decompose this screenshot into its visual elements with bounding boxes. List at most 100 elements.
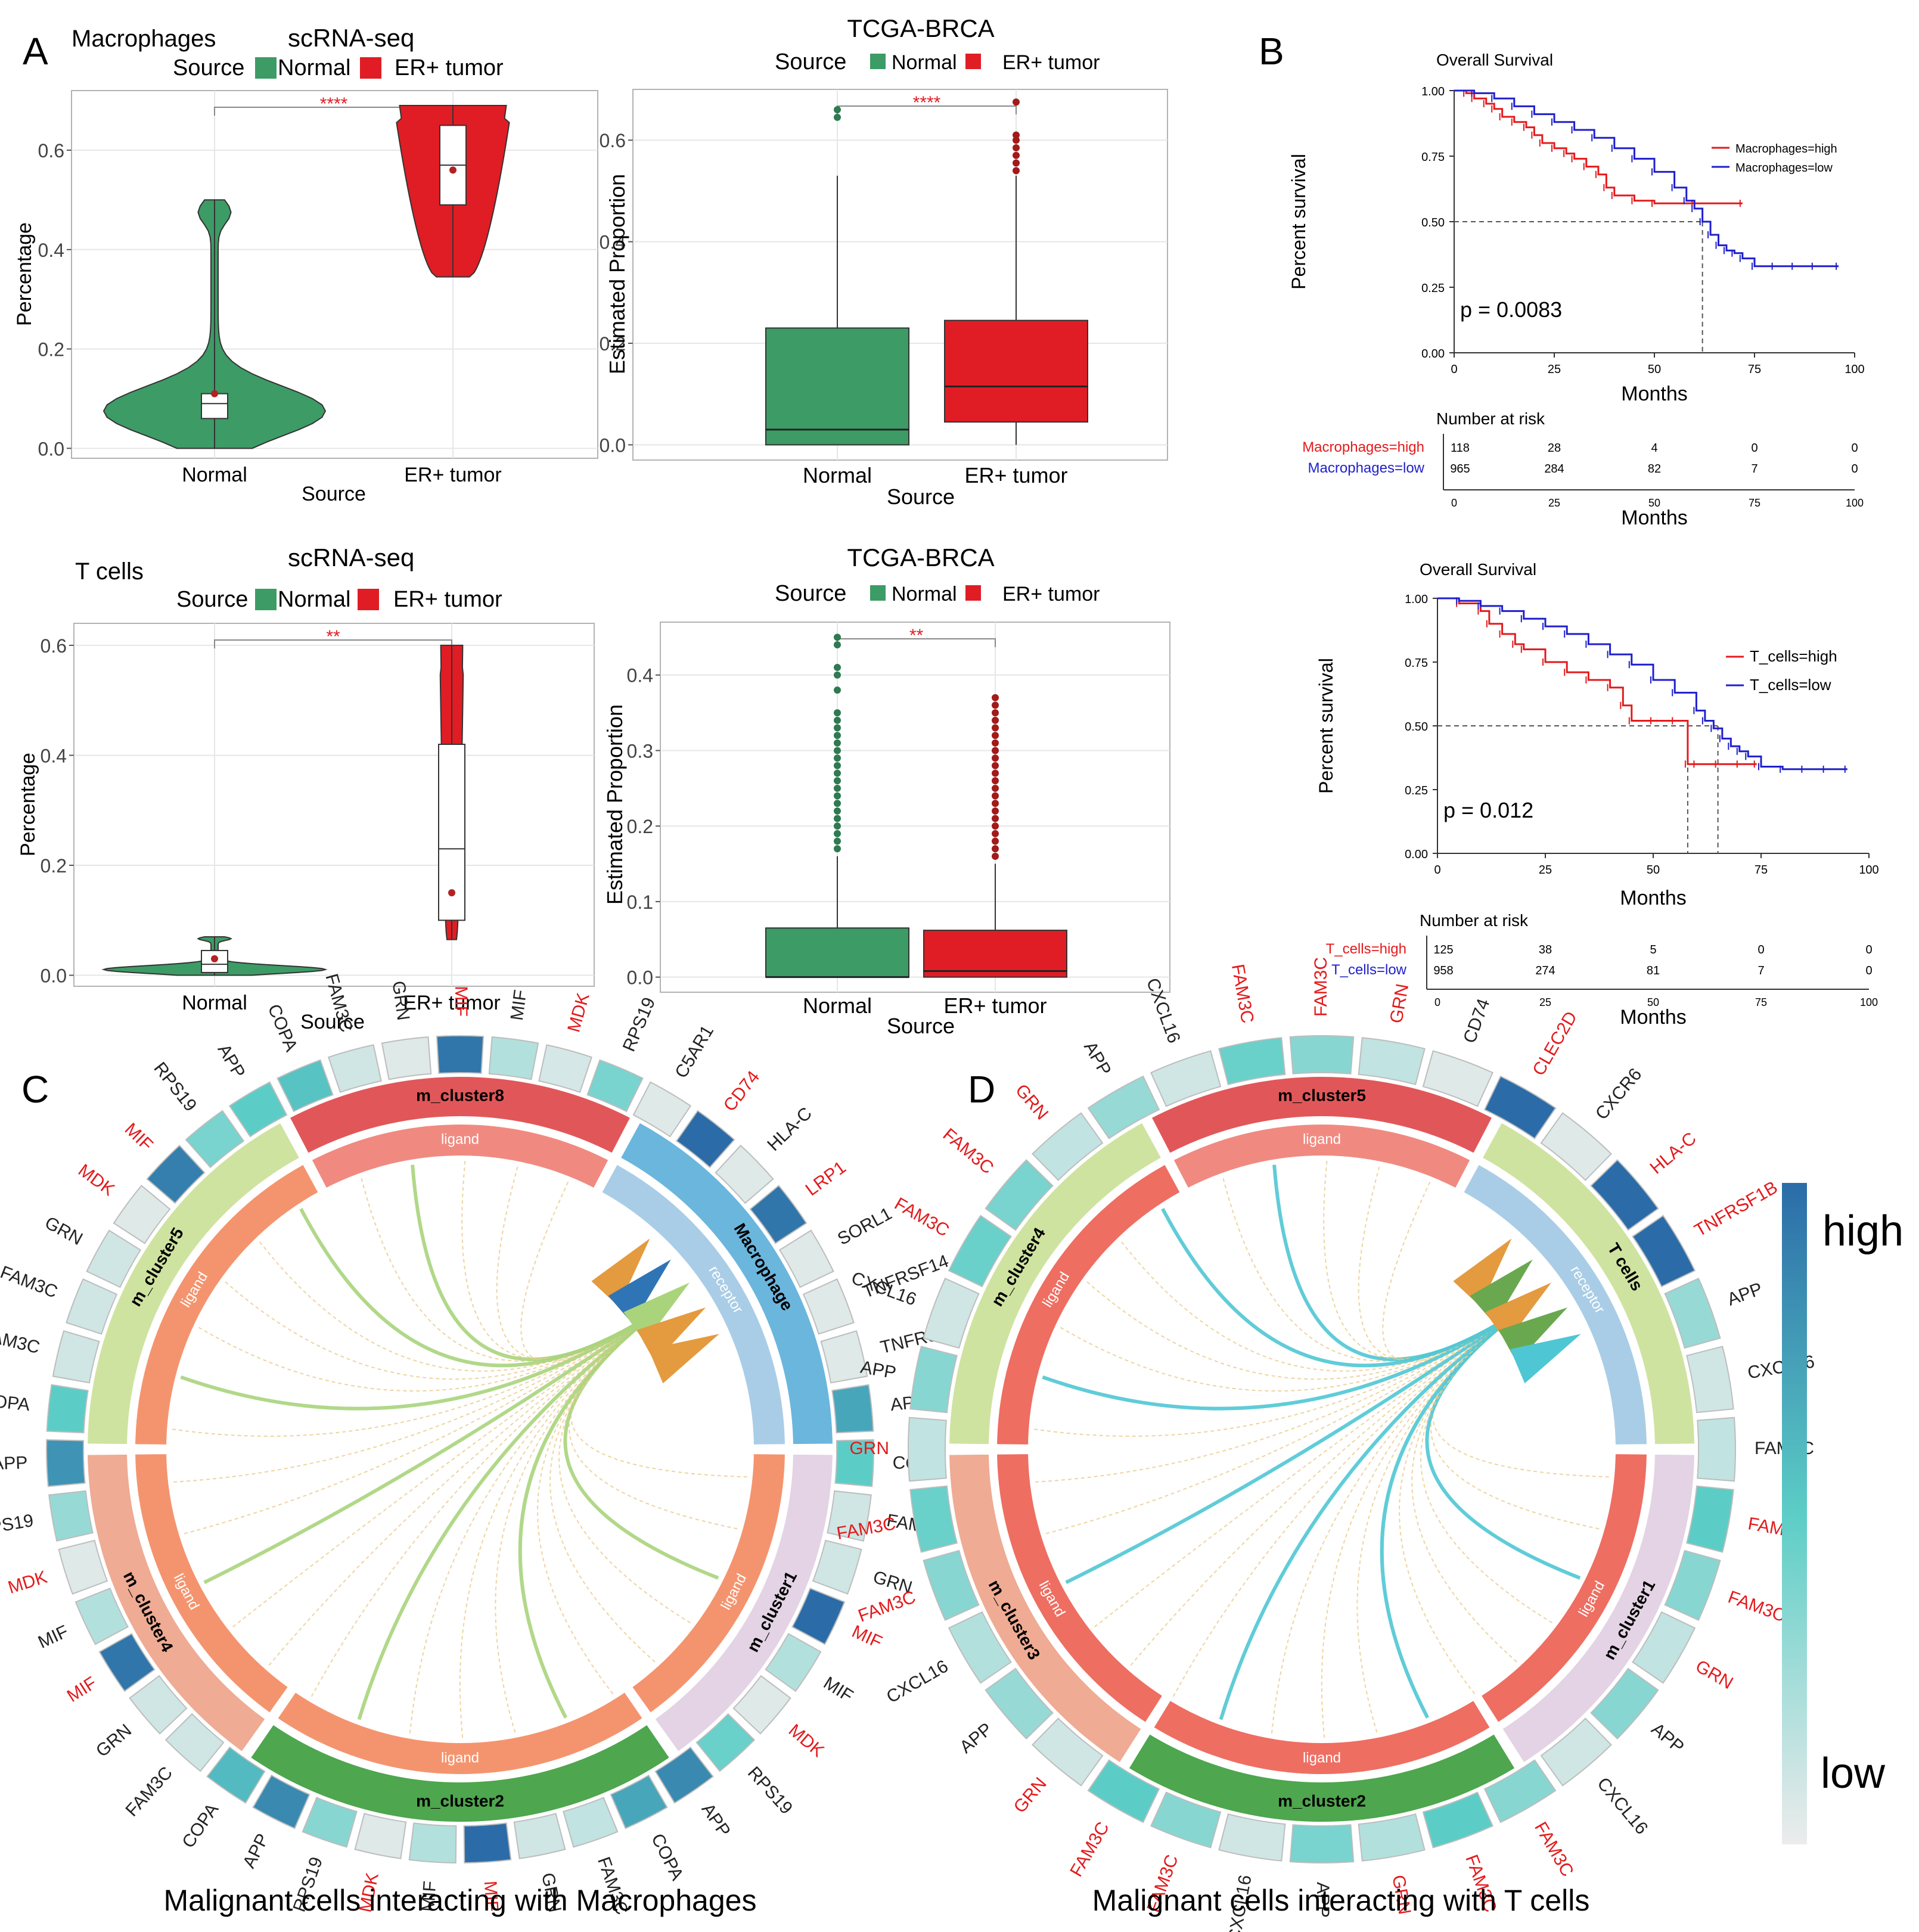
- tc-sc-plot-bg: [73, 623, 595, 987]
- box-outlier: [834, 633, 841, 641]
- link-arrowhead: [623, 1282, 690, 1343]
- box-outlier: [992, 769, 999, 777]
- gene-cell: [778, 1229, 834, 1288]
- km-x-tick-label: 25: [1539, 864, 1552, 877]
- color-scale-high: high: [1822, 1207, 1904, 1255]
- risk-x-tick-label: 0: [1434, 996, 1440, 1008]
- km-title: Overall Survival: [1420, 560, 1536, 579]
- gene-cell: [985, 1667, 1054, 1740]
- box-outlier: [834, 664, 841, 672]
- gene-label: FAM3C: [0, 1262, 60, 1302]
- gene-cell: [1087, 1759, 1160, 1824]
- mac-tcga-ylabel: Estimated Proportion: [605, 174, 629, 374]
- box-outlier: [992, 784, 999, 792]
- gene-cell: [1289, 1824, 1355, 1863]
- box-outlier: [834, 822, 841, 830]
- box-outlier: [992, 739, 999, 747]
- box-outlier: [992, 724, 999, 732]
- tc-tcga-plot-bg: [660, 622, 1170, 993]
- km-pvalue: p = 0.012: [1443, 798, 1533, 822]
- box-outlier: [992, 701, 999, 709]
- link-arrowhead: [1470, 1259, 1533, 1324]
- box-outlier: [834, 113, 841, 121]
- gene-cell: [715, 1144, 774, 1204]
- link: [184, 1299, 675, 1535]
- gene-cell: [327, 1044, 382, 1094]
- sector-m_cluster5: [1147, 1073, 1497, 1158]
- box-outlier: [834, 777, 841, 785]
- risk-value: 274: [1535, 964, 1555, 977]
- risk-value: 965: [1450, 462, 1470, 476]
- sector-inner-m_cluster1: [1476, 1450, 1651, 1727]
- link-arrowhead: [591, 1238, 650, 1307]
- gene-label: FAM3C: [891, 1194, 952, 1241]
- sector-inner-label: ligand: [441, 1131, 479, 1147]
- gene-cell: [1590, 1159, 1659, 1231]
- sector-inner-m_cluster4: [131, 1450, 293, 1717]
- risk-value: 4: [1651, 442, 1657, 455]
- sector-m_cluster4: [945, 1118, 1166, 1448]
- gene-cell: [1590, 1667, 1659, 1740]
- gene-cell: [563, 1797, 619, 1848]
- gene-label: FAM3C: [856, 1587, 918, 1626]
- box-outlier: [992, 845, 999, 853]
- risk-row-label: Macrophages=high: [1302, 439, 1424, 455]
- tc-sc-cat-tumor: ER+ tumor: [403, 992, 500, 1014]
- panel-letter-a: A: [23, 30, 48, 73]
- sig-label: ****: [320, 94, 348, 114]
- sig-label: ****: [913, 93, 941, 113]
- box-outlier: [834, 716, 841, 724]
- km-y-tick-label: 0.75: [1405, 657, 1428, 670]
- y-tick-label: 0.1: [627, 892, 653, 913]
- km-title: Overall Survival: [1436, 51, 1553, 69]
- tc-cell-label: T cells: [75, 558, 144, 585]
- link: [409, 1299, 675, 1734]
- color-scale: high low: [1782, 1183, 1904, 1844]
- risk-row-label: Macrophages=low: [1308, 460, 1425, 476]
- gene-label: MDK: [785, 1720, 828, 1761]
- risk-value: 0: [1751, 442, 1757, 455]
- mac-tcga-marks: ****: [765, 93, 1088, 446]
- risk-value: 0: [1851, 462, 1858, 476]
- risk-value: 125: [1433, 943, 1453, 956]
- sector-inner-m_cluster2: [1149, 1696, 1495, 1778]
- km-y-tick-label: 0.00: [1421, 347, 1445, 361]
- gene-cell: [610, 1774, 668, 1830]
- violin-mean-point: [448, 889, 455, 897]
- y-tick-label: 0.6: [38, 140, 64, 161]
- gene-label: FAM3C: [1066, 1819, 1113, 1880]
- risk-value: 118: [1451, 442, 1470, 455]
- km-x-tick-label: 0: [1451, 363, 1457, 376]
- gene-cell: [354, 1813, 407, 1859]
- sector-inner-m_cluster3: [993, 1450, 1167, 1727]
- gene-label: GRN: [1692, 1656, 1736, 1693]
- gene-label: APP: [1648, 1719, 1688, 1757]
- risk-value: 7: [1757, 964, 1764, 977]
- tc-tcga-legend-normal: Normal: [892, 583, 957, 605]
- tc-sc-marks: **: [101, 627, 465, 976]
- risk-x-tick-label: 50: [1648, 497, 1660, 509]
- box-outlier: [1013, 151, 1020, 159]
- gene-label: CXCL16: [1142, 976, 1184, 1046]
- color-scale-low: low: [1821, 1750, 1886, 1797]
- tc-sc-legend-title: Source: [176, 587, 248, 612]
- gene-label: FAM3C: [1228, 962, 1257, 1024]
- sector-inner-label: ligand: [1303, 1131, 1341, 1147]
- gene-label: CXCR6: [1592, 1064, 1646, 1123]
- mac-sc-legend-tumor-swatch: [360, 57, 381, 79]
- gene-cell: [1540, 1112, 1612, 1181]
- gene-cell: [538, 1044, 593, 1094]
- gene-cell: [1289, 1035, 1355, 1074]
- sector-inner-Macrophage: [597, 1160, 789, 1448]
- gene-cell: [206, 1746, 266, 1804]
- box-outlier: [992, 807, 999, 815]
- sector-inner-m_cluster4: [993, 1160, 1185, 1448]
- gene-label: GRN: [1010, 1774, 1051, 1817]
- y-tick-label: 0.2: [41, 855, 67, 877]
- mac-tcga-xlabel: Source: [887, 484, 955, 509]
- mac-sc-marks: ****: [103, 94, 510, 449]
- y-tick-label: 0.6: [41, 635, 67, 657]
- gene-cell: [632, 1081, 692, 1138]
- box-outlier: [834, 784, 841, 792]
